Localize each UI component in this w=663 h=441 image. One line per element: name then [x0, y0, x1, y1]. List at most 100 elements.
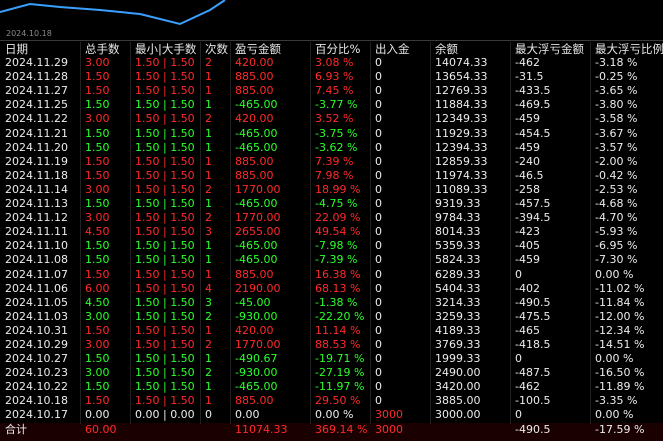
- column-header[interactable]: 最大浮亏比例: [595, 42, 663, 56]
- column-header[interactable]: 最大浮亏金额: [515, 42, 584, 56]
- table-cell: -100.5: [515, 394, 551, 408]
- table-body: 2024.11.29 3.00 1.50 | 1.50 2 420.00 3.08 % 0 1…: [0, 56, 663, 422]
- table-cell: 3000: [375, 408, 403, 422]
- table-row: 2024.10.23 3.00 1.50 | 1.50 2 -930.00 -27.19 …: [0, 366, 663, 380]
- table-cell: 1: [205, 168, 212, 182]
- total-row-cells: 合计 60.00 11074.33 369.14 % 3000 -490.5 -17.59 …: [0, 423, 663, 437]
- table-cell: 885.00: [235, 394, 274, 408]
- table-cell: 88.53 %: [315, 337, 361, 351]
- table-cell: 1: [205, 126, 212, 140]
- table-cell: 0: [375, 337, 382, 351]
- table-cell: 11.14 %: [315, 323, 361, 337]
- table-cell: 0: [375, 323, 382, 337]
- total-cell: -17.59 %: [595, 423, 645, 436]
- column-header[interactable]: 次数: [205, 42, 228, 56]
- table-cell: 885.00: [235, 154, 274, 168]
- table-cell: 885.00: [235, 84, 274, 98]
- table-cell: -487.5: [515, 366, 551, 380]
- table-cell: 1.50 | 1.50: [135, 337, 195, 351]
- column-header[interactable]: 日期: [5, 42, 28, 56]
- table-cell: 49.54 %: [315, 225, 361, 239]
- table-cell: 2024.11.13: [5, 197, 68, 211]
- table-cell: 2024.10.27: [5, 352, 68, 366]
- table-cell: 6.00: [85, 281, 110, 295]
- table-cell: -3.35 %: [595, 394, 638, 408]
- table-cell: 1.50 | 1.50: [135, 182, 195, 196]
- table-cell: 2: [205, 182, 212, 196]
- column-header[interactable]: 盈亏金额: [235, 42, 281, 56]
- table-cell: 1.50: [85, 70, 110, 84]
- table-row: 2024.11.11 4.50 1.50 | 1.50 3 2655.00 49.54 %…: [0, 225, 663, 239]
- table-cell: 2024.11.08: [5, 253, 68, 267]
- table-cell: 2: [205, 337, 212, 351]
- table-cell: 2024.11.05: [5, 295, 68, 309]
- table-cell: 1: [205, 267, 212, 281]
- table-cell: 0: [375, 309, 382, 323]
- table-cell: -465.00: [235, 239, 278, 253]
- table-cell: 1.50: [85, 126, 110, 140]
- table-cell: 2024.11.19: [5, 154, 68, 168]
- table-cell: 1.50 | 1.50: [135, 126, 195, 140]
- table-cell: -3.67 %: [595, 126, 638, 140]
- table-cell: -4.75 %: [315, 197, 358, 211]
- table-cell: 3259.33: [435, 309, 481, 323]
- table-cell: -1.38 %: [315, 295, 358, 309]
- table-cell: 1.50 | 1.50: [135, 380, 195, 394]
- table-cell: 2: [205, 309, 212, 323]
- table-cell: 1.50 | 1.50: [135, 366, 195, 380]
- table-cell: 6.93 %: [315, 70, 354, 84]
- column-divider: [130, 42, 131, 424]
- table-cell: 1770.00: [235, 211, 281, 225]
- table-cell: -7.39 %: [315, 253, 358, 267]
- table-cell: -3.57 %: [595, 140, 638, 154]
- column-divider: [370, 42, 371, 424]
- table-cell: 0.00 %: [595, 267, 634, 281]
- table-cell: -462: [515, 56, 540, 70]
- table-cell: -240: [515, 154, 540, 168]
- table-cell: 1: [205, 154, 212, 168]
- table-cell: -3.80 %: [595, 98, 638, 112]
- column-header[interactable]: 百分比%: [315, 42, 361, 56]
- table-cell: 885.00: [235, 70, 274, 84]
- table-row: 2024.10.17 0.00 0.00 | 0.00 0 0.00 0.00 % 3000…: [0, 408, 663, 422]
- daily-stats-table: 日期 总手数 最小|大手数 次数 盈亏金额 百分比% 出入金 余额 最大浮亏金额 最大浮亏比例 2…: [0, 42, 663, 423]
- table-cell: -11.02 %: [595, 281, 645, 295]
- table-cell: 0: [375, 140, 382, 154]
- table-cell: 2024.11.03: [5, 309, 68, 323]
- table-cell: 16.38 %: [315, 267, 361, 281]
- table-cell: 1: [205, 140, 212, 154]
- table-cell: 1.50: [85, 98, 110, 112]
- table-cell: 1.50: [85, 84, 110, 98]
- table-cell: -459: [515, 253, 540, 267]
- table-cell: 1: [205, 70, 212, 84]
- table-cell: 68.13 %: [315, 281, 361, 295]
- total-label: 合计: [5, 423, 27, 436]
- table-cell: -465.00: [235, 380, 278, 394]
- table-cell: 1.50 | 1.50: [135, 309, 195, 323]
- column-header[interactable]: 余额: [435, 42, 458, 56]
- table-row: 2024.11.18 1.50 1.50 | 1.50 1 885.00 7.98 % 0 1…: [0, 169, 663, 183]
- table-cell: -394.5: [515, 211, 551, 225]
- table-cell: 0.00: [85, 408, 110, 422]
- table-cell: 13654.33: [435, 70, 488, 84]
- total-row: 合计 60.00 11074.33 369.14 % 3000 -490.5 -17.59 …: [0, 423, 663, 441]
- column-header[interactable]: 出入金: [375, 42, 410, 56]
- table-row: 2024.11.28 1.50 1.50 | 1.50 1 885.00 6.93 % 0 1…: [0, 70, 663, 84]
- column-header[interactable]: 总手数: [85, 42, 120, 56]
- table-cell: 4189.33: [435, 323, 481, 337]
- table-row: 2024.11.07 1.50 1.50 | 1.50 1 885.00 16.38 % 0…: [0, 268, 663, 282]
- column-header[interactable]: 最小|大手数: [135, 42, 197, 56]
- table-cell: 420.00: [235, 112, 274, 126]
- table-cell: 2: [205, 211, 212, 225]
- equity-line-plot: [0, 0, 226, 26]
- table-cell: 3.00: [85, 182, 110, 196]
- table-cell: 4.50: [85, 225, 110, 239]
- table-cell: 2655.00: [235, 225, 281, 239]
- table-row: 2024.11.06 6.00 1.50 | 1.50 4 2190.00 68.13 %…: [0, 282, 663, 296]
- total-cell: 60.00: [85, 423, 117, 436]
- table-cell: -475.5: [515, 309, 551, 323]
- table-cell: 1.50 | 1.50: [135, 352, 195, 366]
- table-cell: 11929.33: [435, 126, 488, 140]
- table-cell: 0: [375, 168, 382, 182]
- table-cell: 885.00: [235, 168, 274, 182]
